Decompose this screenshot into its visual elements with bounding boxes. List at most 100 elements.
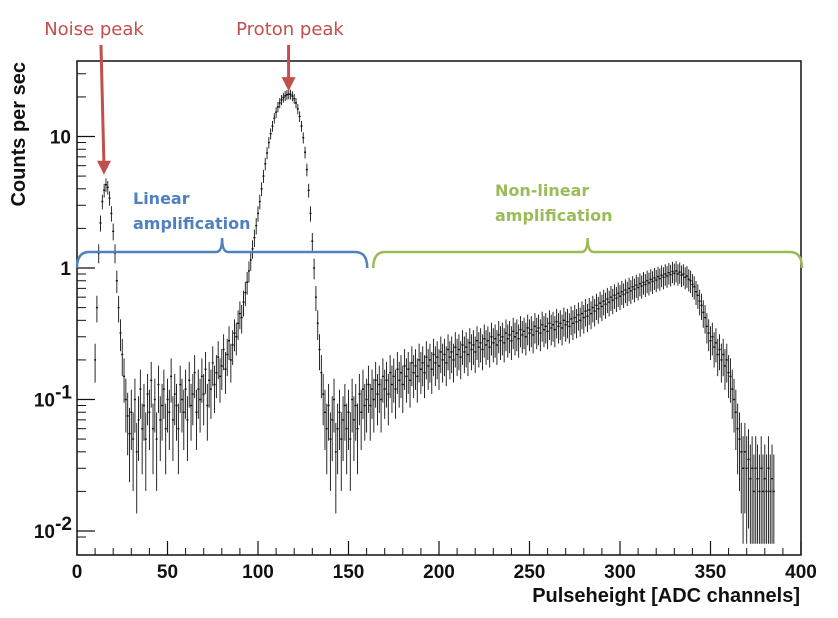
data-point [430,352,433,394]
data-point [555,308,558,339]
data-point [671,261,674,284]
data-point [608,290,611,317]
data-point [112,223,115,241]
data-point [470,334,473,371]
data-point [108,191,111,206]
data-point [336,403,339,475]
data-point [691,274,694,298]
data-point [497,320,500,354]
noise-arrow-shaft [99,44,106,165]
data-point [678,262,681,284]
linear-brace [75,237,369,269]
data-point [410,346,413,387]
data-point [401,365,404,414]
data-point [432,338,435,377]
data-point [626,281,629,306]
data-point [725,343,728,383]
data-point [354,383,357,441]
data-point [276,101,279,113]
data-point [273,113,276,124]
x-tick-label: 300 [604,562,636,583]
data-point [191,373,194,426]
data-point [742,436,745,544]
data-point [562,307,565,337]
data-point [228,326,231,360]
data-point [481,334,484,371]
data-point [745,436,748,544]
data-point [450,336,453,374]
data-point [293,93,296,104]
data-point [438,349,440,390]
x-axis-title: Pulseheight [ADC channels] [532,585,800,607]
data-point [463,336,466,374]
data-point [110,206,113,222]
data-point [260,182,263,197]
data-point [358,373,361,426]
data-point [617,282,620,307]
data-point [385,361,388,408]
x-tick-label: 350 [695,562,727,583]
data-point [490,322,493,356]
data-point [698,289,701,316]
data-point [743,422,746,514]
data-point [657,266,660,289]
data-point [510,326,513,360]
data-point [323,389,326,451]
data-point [220,349,223,390]
data-point [130,389,133,451]
data-point [173,373,176,426]
data-point [443,338,446,377]
data-point [258,194,261,210]
data-point [287,89,290,100]
data-point [94,343,97,383]
data-point [533,313,536,344]
data-point [262,169,265,183]
data-point [229,343,232,383]
data-point [179,365,182,414]
data-point [570,306,573,336]
data-point [340,412,343,491]
data-point [141,403,144,475]
data-point [304,146,307,159]
data-point [635,274,638,298]
data-point [772,454,775,544]
data-point [653,267,656,291]
data-point [613,284,616,309]
data-point [550,314,553,346]
x-tick-label: 250 [514,562,546,583]
data-point [162,369,165,419]
nonlinear-label-line2: amplification [495,206,613,225]
noise-peak-label: Noise peak [44,19,144,40]
data-point [224,352,227,394]
data-point [316,310,319,341]
data-point [436,341,439,380]
data-point [749,444,752,544]
data-point [132,412,135,491]
data-point [763,444,766,544]
data-point [414,349,417,390]
data-point [566,308,569,339]
data-point [526,314,529,346]
data-point [517,324,520,358]
data-point [584,299,587,327]
data-point [649,269,652,292]
y-tick-label: 1 [60,259,71,280]
data-point [314,286,317,311]
data-point [389,355,392,399]
data-point [609,286,612,311]
y-tick-exponent: -2 [55,514,72,535]
data-point [119,319,122,352]
data-point [197,369,200,419]
data-point [188,361,191,408]
data-point [307,183,310,198]
nonlinear-brace [371,237,804,269]
data-point [720,343,723,383]
data-point [646,270,649,294]
data-point [619,285,621,310]
data-point [139,369,142,419]
data-point [233,319,236,352]
data-point [291,91,294,102]
data-point [494,324,497,358]
data-point [658,268,661,291]
